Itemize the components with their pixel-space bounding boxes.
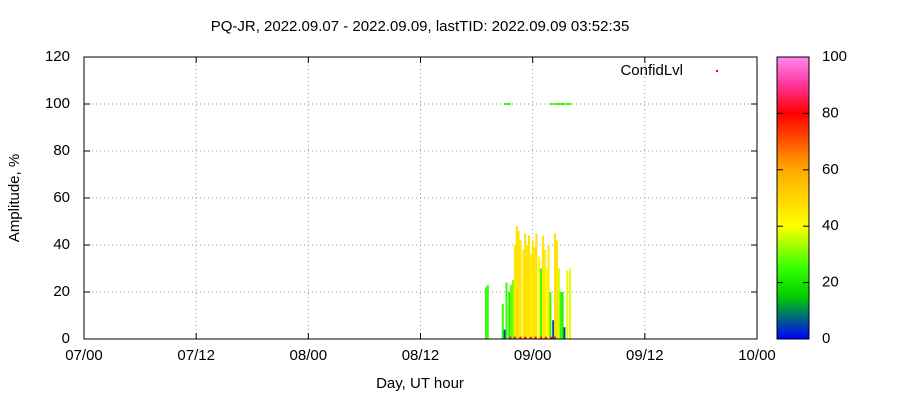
point — [505, 103, 509, 105]
chart-title: PQ-JR, 2022.09.07 - 2022.09.09, lastTID:… — [211, 18, 630, 35]
x-tick-label: 07/00 — [65, 347, 103, 364]
y-tick-label: 120 — [45, 48, 70, 65]
y-tick-label: 20 — [53, 283, 70, 300]
colorbar-tick-label: 80 — [822, 104, 839, 121]
point — [553, 103, 557, 105]
point — [549, 103, 553, 105]
point — [562, 103, 566, 105]
y-tick-label: 0 — [62, 330, 70, 347]
x-tick-label: 08/12 — [402, 347, 440, 364]
legend-label: ConfidLvl — [620, 62, 683, 79]
y-tick-label: 60 — [53, 189, 70, 206]
point — [568, 103, 572, 105]
colorbar-tick-label: 40 — [822, 217, 839, 234]
x-axis-label: Day, UT hour — [376, 375, 464, 392]
point — [559, 103, 563, 105]
legend-swatch — [716, 70, 718, 72]
y-tick-label: 80 — [53, 142, 70, 159]
y-tick-label: 40 — [53, 236, 70, 253]
y-axis-label: Amplitude, % — [6, 154, 23, 242]
colorbar-tick-label: 60 — [822, 161, 839, 178]
point — [507, 103, 511, 105]
point — [565, 103, 569, 105]
colorbar-tick-label: 0 — [822, 330, 830, 347]
x-tick-label: 09/00 — [514, 347, 552, 364]
plot-frame — [83, 56, 758, 340]
point — [556, 103, 560, 105]
x-tick-label: 09/12 — [626, 347, 664, 364]
x-tick-label: 10/00 — [738, 347, 776, 364]
x-tick-label: 08/00 — [290, 347, 328, 364]
point — [504, 103, 508, 105]
colorbar-tick-label: 100 — [822, 48, 847, 65]
y-tick-label: 100 — [45, 95, 70, 112]
colorbar-tick-label: 20 — [822, 274, 839, 291]
x-tick-label: 07/12 — [177, 347, 215, 364]
colorbar — [776, 56, 810, 340]
